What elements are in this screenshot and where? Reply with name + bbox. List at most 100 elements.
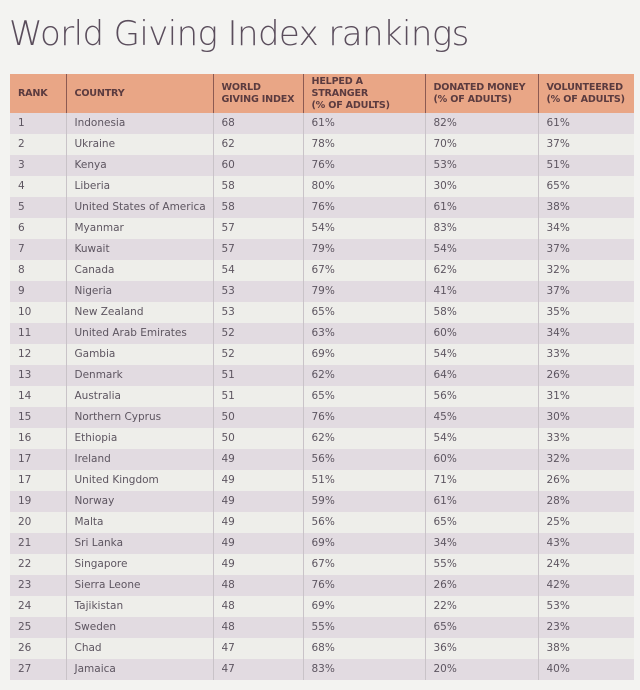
cell-world-giving-index: 51: [212, 365, 303, 386]
cell-world-giving-index: 47: [212, 638, 303, 659]
table-row: 10 New Zealand 53 65% 58% 35%: [10, 302, 634, 323]
cell-world-giving-index: 51: [212, 386, 303, 407]
cell-rank: 1: [10, 113, 66, 134]
cell-donated-money: 61%: [424, 197, 538, 218]
cell-volunteered: 24%: [537, 554, 634, 575]
cell-country: Jamaica: [65, 659, 213, 680]
cell-donated-money: 70%: [424, 134, 538, 155]
header-volunteered-line1: VOLUNTEERED: [546, 81, 624, 93]
cell-world-giving-index: 49: [212, 491, 303, 512]
cell-donated-money: 83%: [424, 218, 538, 239]
cell-donated-money: 22%: [424, 596, 538, 617]
cell-rank: 23: [10, 575, 66, 596]
cell-rank: 17: [10, 449, 66, 470]
cell-donated-money: 62%: [424, 260, 538, 281]
cell-country: United Arab Emirates: [65, 323, 213, 344]
cell-helped-stranger: 62%: [302, 428, 425, 449]
cell-volunteered: 28%: [537, 491, 634, 512]
cell-helped-stranger: 69%: [302, 596, 425, 617]
cell-donated-money: 53%: [424, 155, 538, 176]
cell-country: Liberia: [65, 176, 213, 197]
cell-world-giving-index: 50: [212, 428, 303, 449]
cell-volunteered: 31%: [537, 386, 634, 407]
cell-volunteered: 23%: [537, 617, 634, 638]
cell-helped-stranger: 65%: [302, 302, 425, 323]
header-rank-label: RANK: [18, 87, 48, 99]
cell-donated-money: 20%: [424, 659, 538, 680]
table-row: 13 Denmark 51 62% 64% 26%: [10, 365, 634, 386]
cell-world-giving-index: 54: [212, 260, 303, 281]
cell-rank: 26: [10, 638, 66, 659]
cell-helped-stranger: 83%: [302, 659, 425, 680]
cell-volunteered: 42%: [537, 575, 634, 596]
cell-country: Sri Lanka: [65, 533, 213, 554]
cell-volunteered: 33%: [537, 344, 634, 365]
table-row: 17 Ireland 49 56% 60% 32%: [10, 449, 634, 470]
cell-donated-money: 41%: [424, 281, 538, 302]
cell-world-giving-index: 48: [212, 575, 303, 596]
cell-helped-stranger: 69%: [302, 344, 425, 365]
cell-helped-stranger: 67%: [302, 260, 425, 281]
cell-rank: 21: [10, 533, 66, 554]
cell-world-giving-index: 48: [212, 596, 303, 617]
cell-helped-stranger: 67%: [302, 554, 425, 575]
cell-helped-stranger: 79%: [302, 239, 425, 260]
cell-country: Kuwait: [65, 239, 213, 260]
cell-country: Norway: [65, 491, 213, 512]
cell-donated-money: 54%: [424, 239, 538, 260]
cell-country: Ireland: [65, 449, 213, 470]
table-body: 1 Indonesia 68 61% 82% 61% 2 Ukraine 62 78% 70% 37%…: [10, 113, 634, 680]
table-row: 21 Sri Lanka 49 69% 34% 43%: [10, 533, 634, 554]
cell-rank: 13: [10, 365, 66, 386]
cell-world-giving-index: 58: [212, 197, 303, 218]
cell-volunteered: 37%: [537, 134, 634, 155]
cell-world-giving-index: 57: [212, 239, 303, 260]
cell-donated-money: 55%: [424, 554, 538, 575]
cell-world-giving-index: 49: [212, 470, 303, 491]
cell-rank: 24: [10, 596, 66, 617]
cell-country: Ukraine: [65, 134, 213, 155]
cell-rank: 19: [10, 491, 66, 512]
cell-helped-stranger: 79%: [302, 281, 425, 302]
cell-world-giving-index: 49: [212, 533, 303, 554]
cell-country: Myanmar: [65, 218, 213, 239]
cell-volunteered: 32%: [537, 449, 634, 470]
header-helped-line2: (% OF ADULTS): [311, 99, 391, 111]
cell-country: United Kingdom: [65, 470, 213, 491]
table-row: 14 Australia 51 65% 56% 31%: [10, 386, 634, 407]
cell-country: Ethiopia: [65, 428, 213, 449]
cell-country: Indonesia: [65, 113, 213, 134]
cell-rank: 22: [10, 554, 66, 575]
cell-world-giving-index: 49: [212, 449, 303, 470]
cell-volunteered: 25%: [537, 512, 634, 533]
cell-helped-stranger: 54%: [302, 218, 425, 239]
table-row: 16 Ethiopia 50 62% 54% 33%: [10, 428, 634, 449]
cell-helped-stranger: 68%: [302, 638, 425, 659]
cell-world-giving-index: 48: [212, 617, 303, 638]
cell-helped-stranger: 56%: [302, 449, 425, 470]
header-rank: RANK: [10, 74, 66, 113]
cell-donated-money: 65%: [424, 617, 538, 638]
table-row: 5 United States of America 58 76% 61% 38%: [10, 197, 634, 218]
cell-rank: 6: [10, 218, 66, 239]
cell-rank: 11: [10, 323, 66, 344]
cell-helped-stranger: 76%: [302, 155, 425, 176]
cell-donated-money: 60%: [424, 323, 538, 344]
cell-world-giving-index: 68: [212, 113, 303, 134]
cell-volunteered: 40%: [537, 659, 634, 680]
table-row: 4 Liberia 58 80% 30% 65%: [10, 176, 634, 197]
cell-donated-money: 61%: [424, 491, 538, 512]
cell-country: Canada: [65, 260, 213, 281]
cell-world-giving-index: 47: [212, 659, 303, 680]
cell-world-giving-index: 50: [212, 407, 303, 428]
cell-world-giving-index: 60: [212, 155, 303, 176]
cell-country: Sierra Leone: [65, 575, 213, 596]
cell-volunteered: 35%: [537, 302, 634, 323]
cell-donated-money: 54%: [424, 344, 538, 365]
cell-country: Gambia: [65, 344, 213, 365]
cell-donated-money: 54%: [424, 428, 538, 449]
cell-helped-stranger: 55%: [302, 617, 425, 638]
cell-world-giving-index: 49: [212, 512, 303, 533]
cell-donated-money: 45%: [424, 407, 538, 428]
cell-country: New Zealand: [65, 302, 213, 323]
